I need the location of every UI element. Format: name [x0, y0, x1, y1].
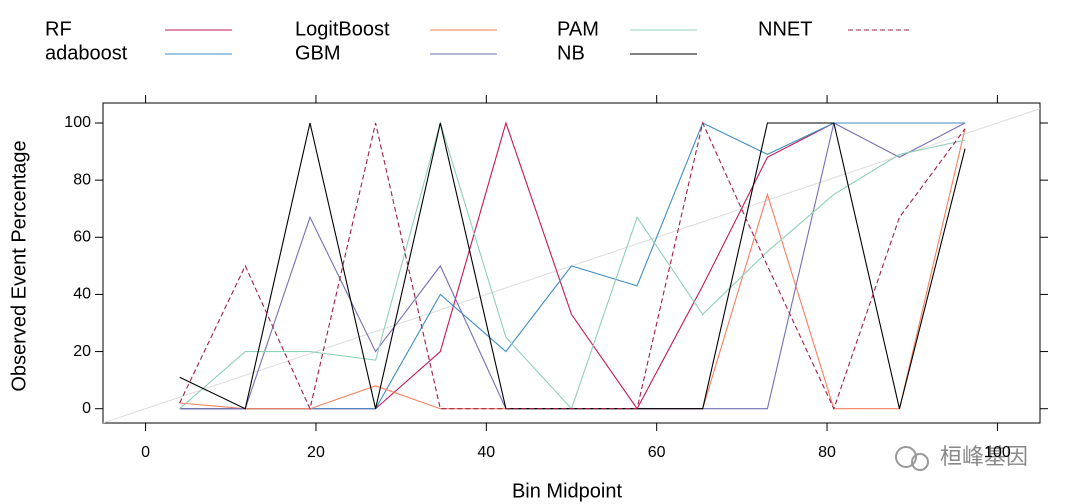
x-tick-label: 80 — [818, 444, 836, 461]
series-line — [179, 128, 966, 410]
legend-label: NB — [557, 42, 585, 64]
legend-label: LogitBoost — [295, 18, 390, 40]
watermark-text: 桓峰基因 — [940, 444, 1028, 469]
legend-label: NNET — [758, 18, 812, 40]
x-tick-label: 20 — [307, 444, 325, 461]
y-tick-label: 40 — [73, 286, 91, 303]
legend-label: adaboost — [45, 42, 128, 64]
y-tick-label: 0 — [82, 400, 91, 417]
x-axis-title: Bin Midpoint — [512, 480, 623, 502]
y-tick-label: 80 — [73, 171, 91, 188]
plot-frame — [102, 102, 1041, 424]
y-axis-title: Observed Event Percentage — [8, 140, 30, 391]
x-tick-label: 0 — [141, 444, 150, 461]
y-tick-label: 100 — [64, 114, 91, 131]
legend-label: PAM — [557, 18, 599, 40]
watermark: 桓峰基因 — [895, 444, 1028, 471]
legend-label: RF — [45, 18, 72, 40]
y-tick-label: 60 — [73, 229, 91, 246]
x-tick-label: 60 — [648, 444, 666, 461]
series-line — [179, 121, 966, 411]
x-tick-label: 100 — [984, 444, 1011, 461]
series-line — [179, 122, 966, 410]
legend-label: GBM — [295, 42, 341, 64]
x-tick-label: 40 — [477, 444, 495, 461]
y-tick-label: 20 — [73, 343, 91, 360]
